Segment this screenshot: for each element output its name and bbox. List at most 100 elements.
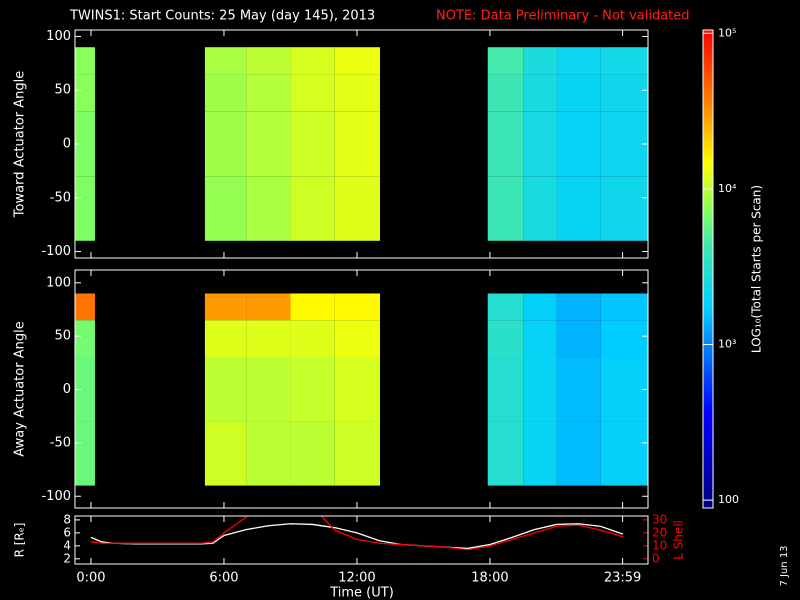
heatmap-cell [556,293,601,321]
heatmap-cell [204,47,247,75]
heatmap-cell [556,421,601,486]
heatmap-cell [600,111,648,177]
panel-frame [74,29,649,259]
y2-tick-label: 0 [652,551,660,565]
chart-title: TWINS1: Start Counts: 25 May (day 145), … [69,9,375,24]
y-tick-label: -100 [41,244,71,259]
heatmap-cell [600,320,648,358]
y-axis-label: Toward Actuator Angle [13,71,28,218]
x-tick-label: 0:00 [76,571,105,586]
heatmap-cell [334,320,381,358]
y-tick-label: 8 [63,512,71,526]
heatmap-cell [290,357,335,422]
panel-frame [74,515,649,565]
heatmap-cell [523,111,557,177]
heatmap-cell [290,111,335,177]
y2-tick-label: 10 [652,538,667,552]
y-tick-label: 0 [63,382,71,397]
heatmap-cell [246,176,291,241]
heatmap-cell [204,176,247,241]
heatmap-cell [523,357,557,422]
heatmap-cell [556,111,601,177]
heatmap-cell [290,320,335,358]
heatmap-cell [290,74,335,112]
heatmap-cell [523,176,557,241]
date-stamp: 7 Jun 13 [779,545,790,586]
heatmap-cell [204,74,247,112]
colorbar-tick-label: 10⁵ [718,26,736,39]
heatmap-cell [334,74,381,112]
x-tick-label: 18:00 [471,571,508,586]
y-tick-label: 0 [63,137,71,152]
line-plot [90,516,624,551]
heatmap-cell [523,293,557,321]
heatmap-cell [600,47,648,75]
heatmap-cell [334,357,381,422]
y-tick-label: 100 [46,29,71,44]
heatmap-cell [334,111,381,177]
heatmap-cell [75,47,95,75]
heatmap-cell [600,357,648,422]
heatmap-cell [290,176,335,241]
heatmap-cell [75,293,95,321]
y-tick-label: -50 [50,435,71,450]
y-tick-label: 2 [63,551,71,565]
series-line [90,516,624,551]
heatmap-cell [487,47,524,75]
heatmap-cell [204,357,247,422]
heatmap-cell [246,320,291,358]
heatmap-cell [523,47,557,75]
colorbar-tick-label: 10³ [718,338,736,351]
x-tick-label: 23:59 [604,571,641,586]
heatmap-cell [75,111,95,177]
heatmap-cell [523,421,557,486]
x-axis-label: Time (UT) [329,586,394,600]
y2-tick-label: 20 [652,525,667,539]
y2-tick-label: 30 [652,512,667,526]
heatmap-cell [246,293,291,321]
heatmap-cell [290,293,335,321]
heatmap-cell [246,111,291,177]
colorbar-frame [702,29,714,509]
heatmap-cell [204,421,247,486]
heatmap-cell [556,357,601,422]
panel-frame [74,269,649,509]
x-tick-label: 6:00 [209,571,238,586]
y-tick-label: -50 [50,190,71,205]
heatmap-cell [75,74,95,112]
heatmap-cell [600,74,648,112]
heatmap-cell [334,176,381,241]
y2-axis-label: L Shell [672,520,686,560]
heatmap-cell [75,357,95,422]
heatmap-cell [334,47,381,75]
heatmap-cell [246,421,291,486]
heatmap-cell [75,421,95,486]
heatmap-cell [600,176,648,241]
y-tick-label: 50 [54,329,71,344]
heatmap-cell [600,293,648,321]
heatmap-cell [556,47,601,75]
chart-note: NOTE: Data Preliminary - Not validated [436,9,690,24]
heatmap-cell [523,74,557,112]
heatmap-cell [523,320,557,358]
y-tick-label: -100 [41,489,71,504]
y-tick-label: 50 [54,83,71,98]
heatmap-cell [246,357,291,422]
y-axis-label: Away Actuator Angle [13,321,28,456]
heatmap-cell [204,320,247,358]
heatmap-cell [487,357,524,422]
heatmap-cell [334,421,381,486]
heatmap-cell [334,293,381,321]
heatmap-cell [204,111,247,177]
heatmap-cell [487,421,524,486]
colorbar-tick-label: 100 [718,493,739,506]
colorbar [703,30,713,508]
colorbar-tick-label: 10⁴ [718,182,737,195]
heatmap-cell [600,421,648,486]
heatmap-cell [246,47,291,75]
heatmap-cell [290,47,335,75]
heatmap-cell [487,74,524,112]
y-tick-label: 100 [46,275,71,290]
